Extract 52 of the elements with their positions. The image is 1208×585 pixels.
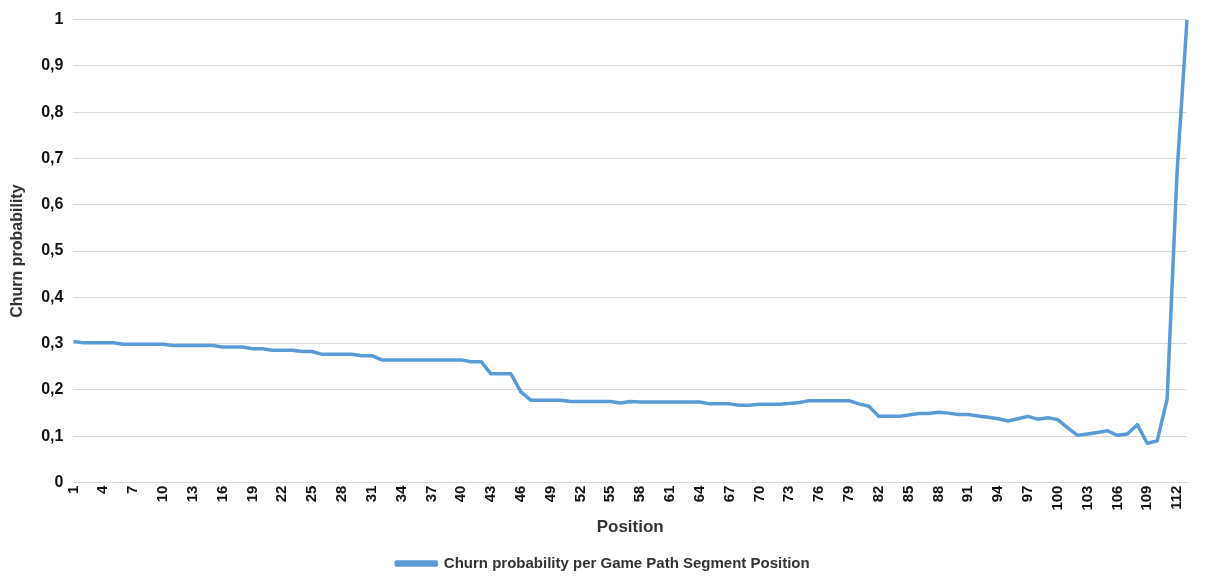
x-axis-title: Position [596,517,664,537]
x-tick-label: 25 [302,485,320,503]
x-tick-label: 31 [361,485,379,503]
x-tick-label: 103 [1077,485,1095,511]
x-tick-label: 49 [540,485,558,503]
x-tick-label: 10 [153,485,171,503]
y-tick-label: 0 [54,472,64,490]
x-tick-label: 4 [93,484,111,494]
y-tick-label: 0,4 [41,287,64,305]
y-tick-label: 0,7 [41,148,64,166]
x-tick-label: 67 [719,485,737,503]
y-tick-label: 0,9 [41,56,64,74]
y-axis-title: Churn probability [8,184,26,318]
x-tick-label: 79 [839,485,857,503]
x-tick-label: 37 [421,485,439,503]
x-tick-label: 88 [928,485,946,503]
x-tick-label: 109 [1137,485,1155,511]
y-tick-label: 0,2 [41,380,64,398]
x-tick-label: 61 [660,485,678,503]
x-tick-label: 28 [332,485,350,503]
x-tick-label: 13 [182,485,200,503]
legend-label: Churn probability per Game Path Segment Position [443,553,810,571]
x-tick-label: 94 [988,484,1006,503]
x-tick-label: 97 [1018,485,1036,503]
y-tick-label: 0,3 [41,334,64,352]
x-tick-label: 70 [749,485,767,503]
x-tick-label: 91 [958,485,976,503]
x-tick-label: 16 [212,485,230,503]
y-tick-label: 1 [54,10,64,28]
y-tick-label: 0,6 [41,195,64,213]
y-tick-label: 0,5 [41,241,64,259]
x-tick-label: 43 [481,485,499,503]
x-tick-label: 7 [123,485,141,494]
x-tick-label: 64 [689,484,707,503]
x-tick-label: 82 [868,485,886,503]
x-tick-label: 34 [391,484,409,503]
y-tick-label: 0,1 [41,426,64,444]
x-tick-label: 55 [600,485,618,503]
x-tick-label: 40 [451,485,469,503]
x-tick-label: 76 [809,485,827,503]
x-tick-label: 58 [630,485,648,503]
x-tick-label: 52 [570,485,588,503]
x-tick-label: 1 [63,485,81,494]
y-tick-label: 0,8 [41,102,64,120]
x-tick-label: 73 [779,485,797,503]
x-tick-label: 46 [510,485,528,503]
x-tick-label: 85 [898,485,916,503]
x-tick-label: 22 [272,485,290,503]
x-tick-label: 112 [1167,485,1185,510]
x-tick-label: 106 [1107,485,1125,511]
x-tick-label: 19 [242,485,260,503]
x-tick-label: 100 [1047,485,1065,511]
